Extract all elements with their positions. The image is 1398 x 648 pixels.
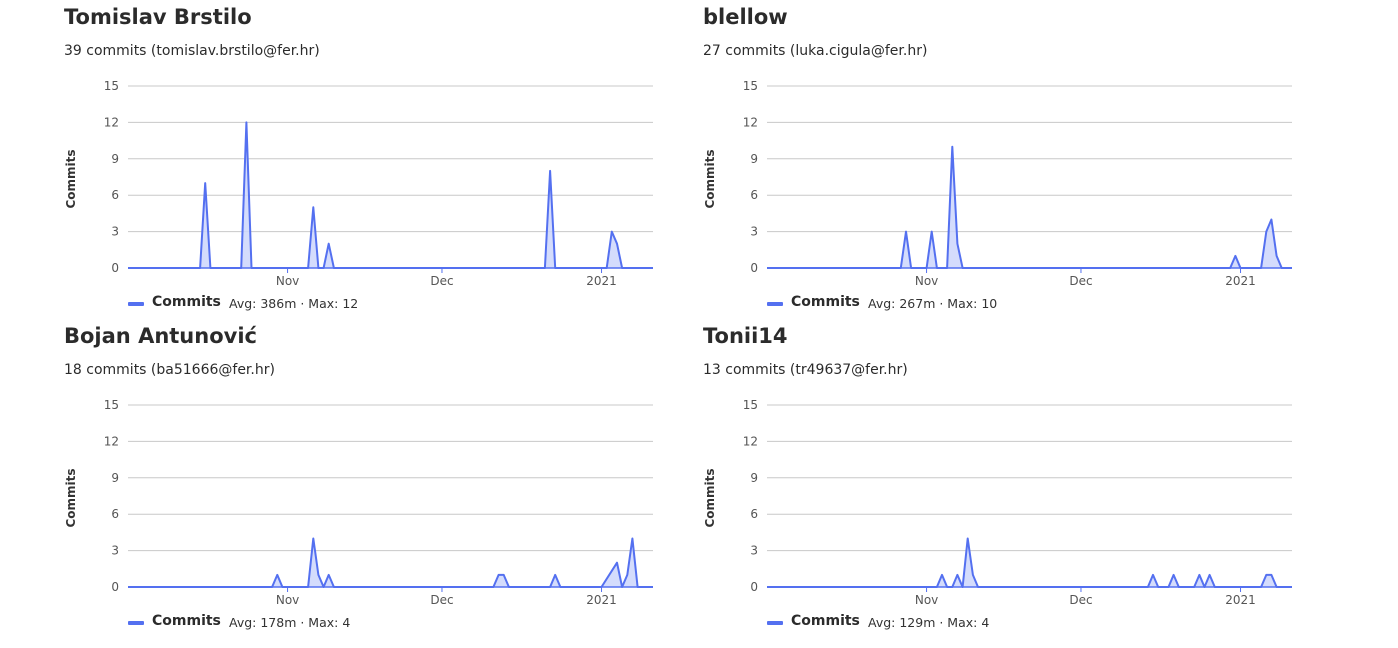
series-line[interactable]	[128, 537, 653, 588]
contributor-card-4: Tonii14 13 commits (tr49637@fer.hr) 0 3 6 9…	[703, 319, 1343, 638]
y-tick-label: 0	[111, 580, 119, 594]
contributor-card-2: blellow 27 commits (luka.cigula@fer.hr) …	[703, 0, 1343, 319]
commits-chart[interactable]: 0 3 6 9 12 15 Commits Nov Dec 2021	[703, 70, 1303, 290]
y-tick-label: 3	[111, 225, 119, 239]
contributor-subtitle: 27 commits (luka.cigula@fer.hr)	[703, 43, 928, 59]
y-tick-label: 6	[111, 507, 119, 521]
y-tick-label: 6	[750, 507, 758, 521]
y-tick-label: 9	[750, 471, 758, 485]
x-tick-label: Nov	[276, 593, 299, 607]
x-tick-label: 2021	[586, 593, 617, 607]
contributor-name[interactable]: Bojan Antunović	[64, 324, 257, 348]
x-tick-label: Nov	[915, 274, 938, 288]
commits-chart[interactable]: 0 3 6 9 12 15 Commits Nov Dec 2021	[703, 389, 1303, 609]
contributor-subtitle: 18 commits (ba51666@fer.hr)	[64, 362, 275, 378]
y-axis-title: Commits	[64, 149, 78, 208]
series-area	[767, 146, 1292, 268]
legend-stats: Avg: 386m · Max: 12	[229, 296, 359, 311]
y-tick-label: 12	[104, 434, 119, 448]
y-tick-label: 12	[104, 115, 119, 129]
y-axis-title: Commits	[64, 468, 78, 527]
series-area	[767, 538, 1292, 587]
legend-swatch	[767, 302, 783, 306]
legend-swatch	[767, 621, 783, 625]
commits-chart[interactable]: 0 3 6 9 12 15 Commits Nov Dec 2021	[64, 70, 664, 290]
contributor-subtitle: 39 commits (tomislav.brstilo@fer.hr)	[64, 43, 320, 59]
legend-stats: Avg: 267m · Max: 10	[868, 296, 998, 311]
x-tick-label: Dec	[430, 593, 453, 607]
y-tick-label: 0	[750, 580, 758, 594]
legend-label: Commits	[791, 294, 860, 310]
y-tick-label: 15	[743, 398, 758, 412]
x-tick-label: 2021	[586, 274, 617, 288]
y-tick-label: 3	[750, 225, 758, 239]
y-tick-label: 15	[104, 398, 119, 412]
x-tick-label: 2021	[1225, 593, 1256, 607]
contributor-card-1: Tomislav Brstilo 39 commits (tomislav.br…	[64, 0, 704, 319]
y-tick-label: 15	[743, 79, 758, 93]
x-tick-label: Dec	[1069, 593, 1092, 607]
y-tick-label: 9	[111, 471, 119, 485]
series-area	[128, 538, 653, 587]
y-tick-label: 0	[750, 261, 758, 275]
legend-stats: Avg: 178m · Max: 4	[229, 615, 351, 630]
x-tick-label: Dec	[1069, 274, 1092, 288]
contributor-name[interactable]: Tomislav Brstilo	[64, 5, 252, 29]
y-tick-label: 12	[743, 434, 758, 448]
contributor-name[interactable]: blellow	[703, 5, 788, 29]
y-axis-title: Commits	[703, 149, 717, 208]
x-tick-label: Dec	[430, 274, 453, 288]
legend-swatch	[128, 621, 144, 625]
legend-label: Commits	[152, 294, 221, 310]
series-line[interactable]	[767, 537, 1292, 588]
y-tick-label: 6	[111, 188, 119, 202]
series-line[interactable]	[767, 145, 1292, 269]
y-tick-label: 9	[111, 152, 119, 166]
y-tick-label: 9	[750, 152, 758, 166]
y-tick-label: 12	[743, 115, 758, 129]
y-tick-label: 15	[104, 79, 119, 93]
y-axis-title: Commits	[703, 468, 717, 527]
legend-label: Commits	[791, 613, 860, 629]
contributor-subtitle: 13 commits (tr49637@fer.hr)	[703, 362, 908, 378]
commits-chart[interactable]: 0 3 6 9 12 15 Commits Nov Dec 2021	[64, 389, 664, 609]
legend-swatch	[128, 302, 144, 306]
x-tick-label: Nov	[276, 274, 299, 288]
legend-stats: Avg: 129m · Max: 4	[868, 615, 990, 630]
y-tick-label: 3	[111, 544, 119, 558]
y-tick-label: 6	[750, 188, 758, 202]
contributor-name[interactable]: Tonii14	[703, 324, 788, 348]
x-tick-label: 2021	[1225, 274, 1256, 288]
contributor-card-3: Bojan Antunović 18 commits (ba51666@fer.…	[64, 319, 704, 638]
y-tick-label: 3	[750, 544, 758, 558]
legend-label: Commits	[152, 613, 221, 629]
x-tick-label: Nov	[915, 593, 938, 607]
y-tick-label: 0	[111, 261, 119, 275]
